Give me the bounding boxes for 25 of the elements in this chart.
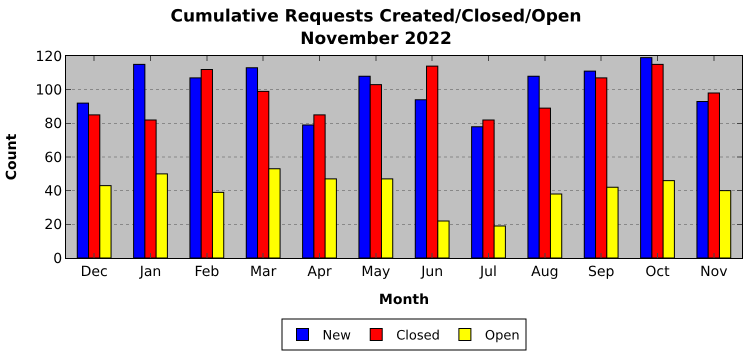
x-tick-label: Sep	[588, 264, 614, 280]
x-tick-label: Oct	[645, 264, 670, 280]
y-tick-label: 40	[44, 184, 62, 200]
y-tick-label: 120	[35, 48, 62, 65]
x-tick-label: Jul	[479, 264, 497, 280]
x-axis-title: Month	[378, 292, 430, 308]
legend-label: Closed	[396, 328, 440, 344]
y-tick-label: 100	[35, 82, 62, 99]
x-tick-label: Jan	[138, 264, 162, 280]
y-tick-label: 0	[53, 250, 62, 267]
x-tick-label: May	[361, 264, 390, 280]
x-tick-label: Aug	[531, 264, 558, 280]
x-tick-label: Jun	[420, 264, 444, 280]
x-tick-label: Feb	[194, 264, 220, 280]
legend-label: New	[322, 328, 352, 344]
y-axis-title: Count	[4, 133, 20, 180]
y-tick-label: 60	[44, 150, 62, 166]
y-tick-label: 80	[44, 116, 62, 132]
x-tick-label: Dec	[80, 264, 108, 280]
x-tick-label: Nov	[700, 264, 728, 280]
legend-label: Open	[484, 328, 520, 344]
y-tick-label: 20	[44, 217, 62, 234]
x-tick-label: Mar	[250, 264, 277, 280]
chart-title: Cumulative Requests Created/Closed/Open November 2022	[170, 6, 582, 49]
x-tick-label: Apr	[307, 264, 332, 280]
